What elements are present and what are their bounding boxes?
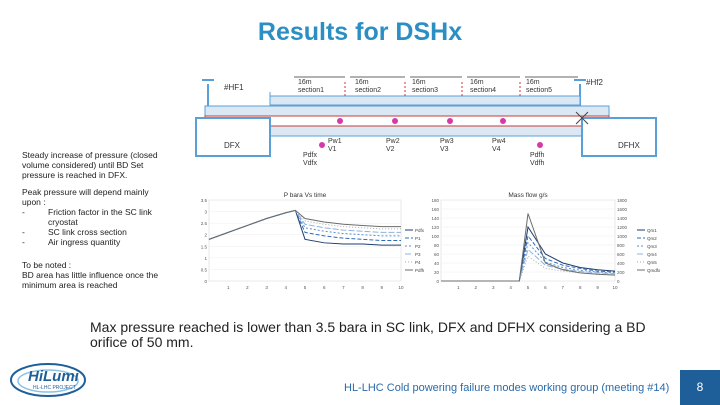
legend-label: Qm1: [647, 228, 657, 233]
section-1-label: 16m section1: [298, 79, 325, 94]
y2-tick-label: 800: [617, 243, 625, 248]
y2-tick-label: 0: [617, 279, 620, 284]
y-tick-label: 0: [204, 279, 207, 284]
plot-area: [208, 199, 402, 282]
y-tick-label: 80: [434, 243, 440, 248]
y2-tick-label: 1600: [617, 207, 628, 212]
x-tick-label: 5: [304, 285, 307, 290]
series-line-pdfh: [208, 209, 401, 240]
legend-label: Qm4: [647, 252, 657, 257]
section-2-label: 16m section2: [355, 79, 382, 94]
y2-tick-label: 1400: [617, 216, 628, 221]
y2-tick-label: 1200: [617, 225, 628, 230]
legend-label: P1: [415, 236, 421, 241]
y-tick-label: 1: [204, 256, 207, 261]
x-tick-label: 3: [492, 285, 495, 290]
x-tick-label: 6: [323, 285, 326, 290]
x-tick-label: 4: [509, 285, 512, 290]
bullet-item: Friction factor in the SC link cryostat: [22, 207, 162, 227]
y2-tick-label: 400: [617, 261, 625, 266]
hilumi-logo: [10, 363, 86, 397]
y-tick-label: 180: [431, 198, 439, 203]
legend-label: P3: [415, 252, 421, 257]
legend-label: Qm5: [647, 260, 657, 265]
node-2-label: Pw2 V2: [386, 138, 400, 153]
x-tick-label: 6: [544, 285, 547, 290]
legend-label: Pdfh: [415, 268, 425, 273]
y-tick-label: 3.5: [201, 198, 208, 203]
right-bd-label: #Hf2: [586, 78, 603, 87]
chart-title: P bara Vs time: [284, 192, 327, 199]
x-tick-label: 3: [265, 285, 268, 290]
y-tick-label: 60: [434, 252, 440, 257]
y-tick-label: 0: [436, 279, 439, 284]
side-text-note: To be noted : BD area has little influen…: [22, 260, 159, 290]
dfhx-label: DFHX: [618, 141, 640, 150]
x-tick-label: 8: [579, 285, 582, 290]
legend-label: Qmdfx: [647, 268, 661, 273]
y-tick-label: 100: [431, 234, 439, 239]
side-text-peak: Peak pressure will depend mainly upon : …: [22, 187, 162, 247]
x-tick-label: 1: [457, 285, 460, 290]
x-tick-label: 1: [227, 285, 230, 290]
y2-tick-label: 1000: [617, 234, 628, 239]
x-tick-label: 9: [381, 285, 384, 290]
slide-title: Results for DSHx: [257, 18, 463, 46]
legend-label: P2: [415, 244, 421, 249]
x-tick-label: 2: [475, 285, 478, 290]
x-tick-label: 8: [361, 285, 364, 290]
y-tick-label: 2.5: [201, 221, 208, 226]
legend-label: P4: [415, 260, 421, 265]
logo-subtitle: HL-LHC PROJECT: [33, 385, 76, 391]
pressure-chart: P bara Vs time 0 0.5 1 1.5 2 2.5 3 3.5 1 2 3 4 5 6 7 8 9 1…: [201, 192, 425, 290]
y-tick-label: 40: [434, 261, 440, 266]
section-3-label: 16m section3: [412, 79, 439, 94]
y-tick-label: 3: [204, 210, 207, 215]
x-tick-label: 2: [246, 285, 249, 290]
page-number: 8: [680, 370, 720, 405]
y-tick-label: 160: [431, 207, 439, 212]
y-tick-label: 1.5: [201, 244, 208, 249]
footer-text: HL-LHC Cold powering failure modes worki…: [344, 382, 670, 394]
x-tick-label: 4: [285, 285, 288, 290]
node-4-label: Pw4 V4: [492, 138, 506, 153]
node-3-label: Pw3 V3: [440, 138, 454, 153]
slide-caption: Max pressure reached is lower than 3.5 b…: [90, 319, 646, 350]
y-tick-label: 140: [431, 216, 439, 221]
legend-label: Qm2: [647, 236, 657, 241]
side-text-steady: Steady increase of pressure (closed volu…: [22, 150, 158, 180]
dfx-label: DFX: [224, 141, 240, 150]
bullet-item: Air ingress quantity: [22, 237, 162, 247]
section-4-label: 16m section4: [470, 79, 497, 94]
series-line-qmdfx: [441, 213, 616, 282]
y2-tick-label: 200: [617, 270, 625, 275]
dfhx-node-label: Pdfh Vdfh: [530, 152, 545, 167]
y-tick-label: 120: [431, 225, 439, 230]
y2-tick-label: 1800: [617, 198, 628, 203]
series-line-qm4: [441, 248, 616, 282]
x-tick-label: 10: [398, 285, 404, 290]
bullet-item: SC link cross section: [22, 227, 162, 237]
x-tick-label: 10: [612, 285, 618, 290]
y-tick-label: 0.5: [201, 267, 208, 272]
y-tick-label: 2: [204, 233, 207, 238]
dfx-node-label: Pdfx Vdfx: [303, 152, 318, 167]
chart-title: Mass flow g/s: [508, 192, 548, 199]
section-5-label: 16m section5: [526, 79, 553, 94]
x-tick-label: 5: [527, 285, 530, 290]
legend-label: Qm3: [647, 244, 657, 249]
x-tick-label: 9: [596, 285, 599, 290]
y-tick-label: 20: [434, 270, 440, 275]
logo-name: HiLumi: [28, 368, 79, 385]
node-1-label: Pw1 V1: [328, 138, 342, 153]
legend-label: Pdfx: [415, 228, 425, 233]
y2-tick-label: 600: [617, 252, 625, 257]
series-line-qm3: [441, 241, 616, 282]
x-tick-label: 7: [342, 285, 345, 290]
left-bd-label: #HF1: [224, 83, 244, 92]
x-tick-label: 7: [562, 285, 565, 290]
